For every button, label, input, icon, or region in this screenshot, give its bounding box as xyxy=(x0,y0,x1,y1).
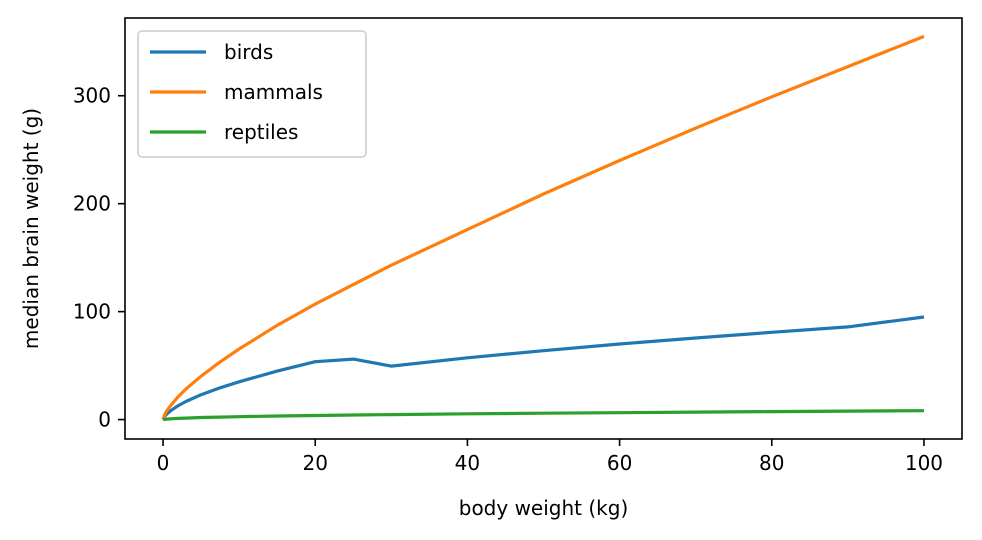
y-axis-label: median brain weight (g) xyxy=(19,108,43,349)
x-tick-label: 80 xyxy=(759,451,784,475)
x-tick-label: 60 xyxy=(607,451,632,475)
x-tick-label: 100 xyxy=(905,451,943,475)
series-line-mammals xyxy=(161,34,925,421)
legend-box xyxy=(137,30,367,158)
y-tick-label: 300 xyxy=(73,84,111,108)
series-line-birds xyxy=(161,315,925,421)
x-axis-label: body weight (kg) xyxy=(459,496,629,520)
legend: birds mammals reptiles xyxy=(137,30,367,158)
legend-label-birds: birds xyxy=(224,40,273,64)
y-tick-label: 200 xyxy=(73,192,111,216)
axis-ticks: 0 20 40 60 80 100 0 100 200 300 xyxy=(73,84,943,475)
series-line-reptiles xyxy=(162,409,925,422)
plot-frame xyxy=(124,17,963,440)
x-tick-label: 20 xyxy=(303,451,328,475)
x-tick-label: 40 xyxy=(455,451,480,475)
legend-label-reptiles: reptiles xyxy=(224,120,298,144)
x-tick-label: 0 xyxy=(157,451,170,475)
legend-label-mammals: mammals xyxy=(224,80,323,104)
series-lines xyxy=(161,34,925,422)
y-tick-label: 0 xyxy=(98,408,111,432)
y-tick-label: 100 xyxy=(73,300,111,324)
